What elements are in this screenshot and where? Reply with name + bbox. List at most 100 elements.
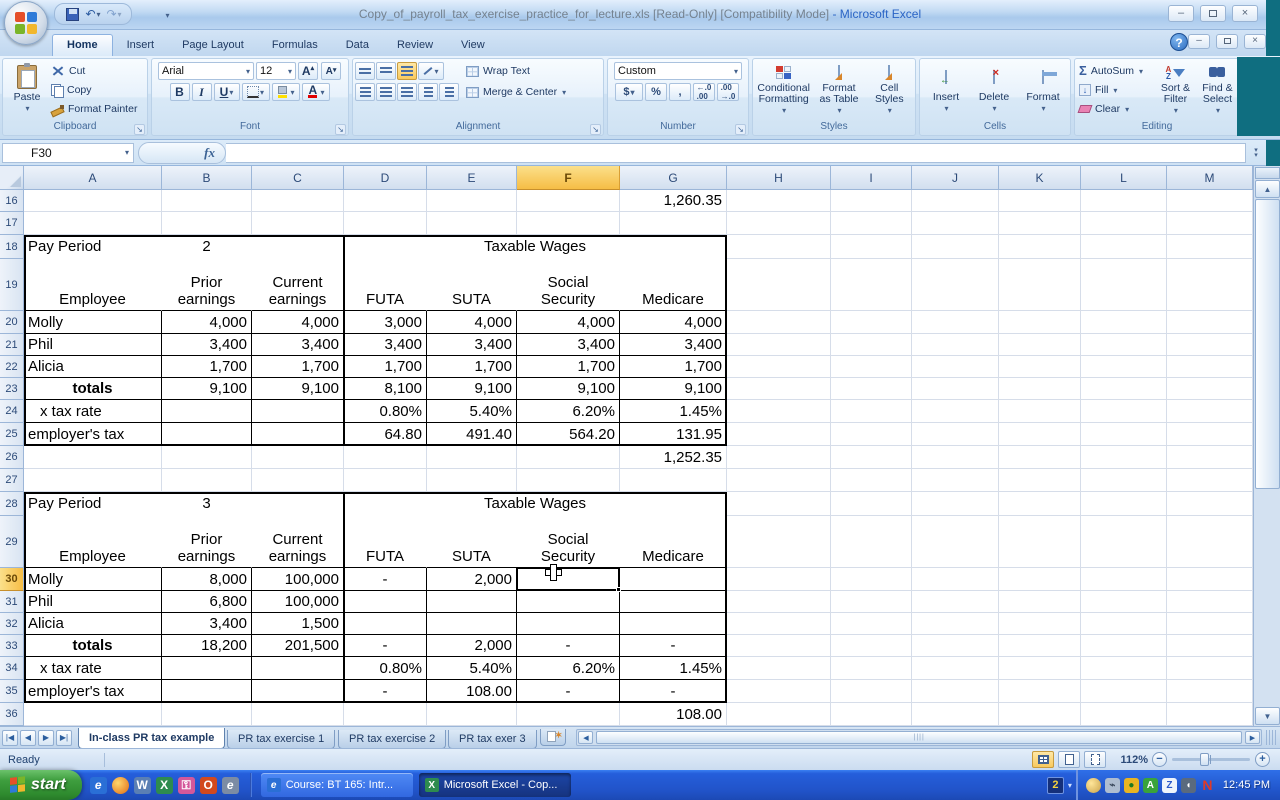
cell-C30[interactable]: 100,000 xyxy=(252,568,344,591)
cell-F21[interactable]: 3,400 xyxy=(517,334,620,356)
bottom-align-button[interactable] xyxy=(397,62,417,80)
cell-J25[interactable] xyxy=(912,423,999,446)
cell-I18[interactable] xyxy=(831,235,912,259)
undo-button[interactable]: ↶ ▾ xyxy=(85,7,101,21)
zoom-out-button[interactable]: − xyxy=(1152,752,1167,767)
cell-D33[interactable]: - xyxy=(344,635,427,657)
cell-E16[interactable] xyxy=(427,190,517,212)
cell-G19[interactable]: Medicare xyxy=(620,259,727,311)
firefox-icon[interactable] xyxy=(111,776,129,794)
align-left-button[interactable] xyxy=(355,83,375,101)
cell-J32[interactable] xyxy=(912,613,999,635)
cell-C32[interactable]: 1,500 xyxy=(252,613,344,635)
cell-D26[interactable] xyxy=(344,446,427,469)
clipboard-dialog-launcher[interactable]: ↘ xyxy=(134,124,145,135)
cell-M29[interactable] xyxy=(1167,516,1253,568)
cell-A26[interactable] xyxy=(24,446,162,469)
cell-G25[interactable]: 131.95 xyxy=(620,423,727,446)
column-header-D[interactable]: D xyxy=(344,166,427,190)
increase-indent-button[interactable] xyxy=(439,83,459,101)
column-header-F[interactable]: F xyxy=(517,166,620,190)
cell-D32[interactable] xyxy=(344,613,427,635)
cell-D25[interactable]: 64.80 xyxy=(344,423,427,446)
cell-K29[interactable] xyxy=(999,516,1081,568)
cell-A36[interactable] xyxy=(24,703,162,726)
cell-M26[interactable] xyxy=(1167,446,1253,469)
cell-L35[interactable] xyxy=(1081,680,1167,703)
cell-K17[interactable] xyxy=(999,212,1081,235)
cell-I21[interactable] xyxy=(831,334,912,356)
cell-E27[interactable] xyxy=(427,469,517,492)
cell-L36[interactable] xyxy=(1081,703,1167,726)
cell-C35[interactable] xyxy=(252,680,344,703)
outlook-icon[interactable]: O xyxy=(199,776,217,794)
cell-J17[interactable] xyxy=(912,212,999,235)
cell-F22[interactable]: 1,700 xyxy=(517,356,620,378)
column-header-L[interactable]: L xyxy=(1081,166,1167,190)
cell-E29[interactable]: SUTA xyxy=(427,516,517,568)
cell-I26[interactable] xyxy=(831,446,912,469)
cell-G35[interactable]: - xyxy=(620,680,727,703)
cell-D30[interactable]: - xyxy=(344,568,427,591)
cell-H17[interactable] xyxy=(727,212,831,235)
cell-B28[interactable]: 3 xyxy=(202,495,211,512)
cell-K21[interactable] xyxy=(999,334,1081,356)
paste-button[interactable]: Paste ▾ xyxy=(5,62,49,118)
sheet-tab-1[interactable]: In-class PR tax example xyxy=(78,727,226,749)
cell-J19[interactable] xyxy=(912,259,999,311)
cell-G23[interactable]: 9,100 xyxy=(620,378,727,400)
cell-C17[interactable] xyxy=(252,212,344,235)
comma-style-button[interactable]: , xyxy=(669,83,691,101)
cell-M32[interactable] xyxy=(1167,613,1253,635)
cell-H21[interactable] xyxy=(727,334,831,356)
cell-C19[interactable]: Current earnings xyxy=(252,259,344,311)
first-sheet-button[interactable]: |◀ xyxy=(2,729,18,746)
cell-M31[interactable] xyxy=(1167,591,1253,613)
cell-K32[interactable] xyxy=(999,613,1081,635)
font-dialog-launcher[interactable]: ↘ xyxy=(335,124,346,135)
cell-J16[interactable] xyxy=(912,190,999,212)
increase-decimal-button[interactable]: ←.0.00 xyxy=(693,83,715,101)
cell-styles-button[interactable]: Cell Styles ▾ xyxy=(867,62,911,118)
excel-icon[interactable]: X xyxy=(155,776,173,794)
cell-B23[interactable]: 9,100 xyxy=(162,378,252,400)
page-layout-view-button[interactable] xyxy=(1058,751,1081,768)
cell-G36[interactable]: 108.00 xyxy=(620,703,727,726)
cell-F27[interactable] xyxy=(517,469,620,492)
horizontal-scroll-thumb[interactable]: |||| xyxy=(596,731,1242,744)
row-header-16[interactable]: 16 xyxy=(0,190,24,212)
cell-L32[interactable] xyxy=(1081,613,1167,635)
cell-M19[interactable] xyxy=(1167,259,1253,311)
workbook-close-button[interactable]: × xyxy=(1244,34,1266,49)
cell-A16[interactable] xyxy=(24,190,162,212)
column-header-E[interactable]: E xyxy=(427,166,517,190)
cell-M18[interactable] xyxy=(1167,235,1253,259)
cell-H26[interactable] xyxy=(727,446,831,469)
cell-A21[interactable]: Phil xyxy=(24,334,162,356)
cell-C29[interactable]: Current earnings xyxy=(252,516,344,568)
cell-C26[interactable] xyxy=(252,446,344,469)
row-header-21[interactable]: 21 xyxy=(0,334,24,356)
cell-F25[interactable]: 564.20 xyxy=(517,423,620,446)
cell-D21[interactable]: 3,400 xyxy=(344,334,427,356)
decrease-decimal-button[interactable]: .00 →.0 xyxy=(717,83,739,101)
next-sheet-button[interactable]: ▶ xyxy=(38,729,54,746)
cell-M36[interactable] xyxy=(1167,703,1253,726)
cell-J35[interactable] xyxy=(912,680,999,703)
cell-A24[interactable]: x tax rate xyxy=(24,400,162,423)
cell-D16[interactable] xyxy=(344,190,427,212)
vertical-scrollbar[interactable]: ▲ ▼ xyxy=(1253,166,1280,726)
cell-G29[interactable]: Medicare xyxy=(620,516,727,568)
cell-G33[interactable]: - xyxy=(620,635,727,657)
cell-M25[interactable] xyxy=(1167,423,1253,446)
cell-A28[interactable]: Pay Period xyxy=(28,495,102,512)
wrap-text-button[interactable]: Wrap Text xyxy=(464,62,568,80)
cell-I36[interactable] xyxy=(831,703,912,726)
cell-K25[interactable] xyxy=(999,423,1081,446)
cell-E19[interactable]: SUTA xyxy=(427,259,517,311)
cell-G32[interactable] xyxy=(620,613,727,635)
cell-A18[interactable]: Pay Period xyxy=(28,238,102,255)
workbook-restore-button[interactable] xyxy=(1216,34,1238,49)
alignment-dialog-launcher[interactable]: ↘ xyxy=(590,124,601,135)
cell-M30[interactable] xyxy=(1167,568,1253,591)
